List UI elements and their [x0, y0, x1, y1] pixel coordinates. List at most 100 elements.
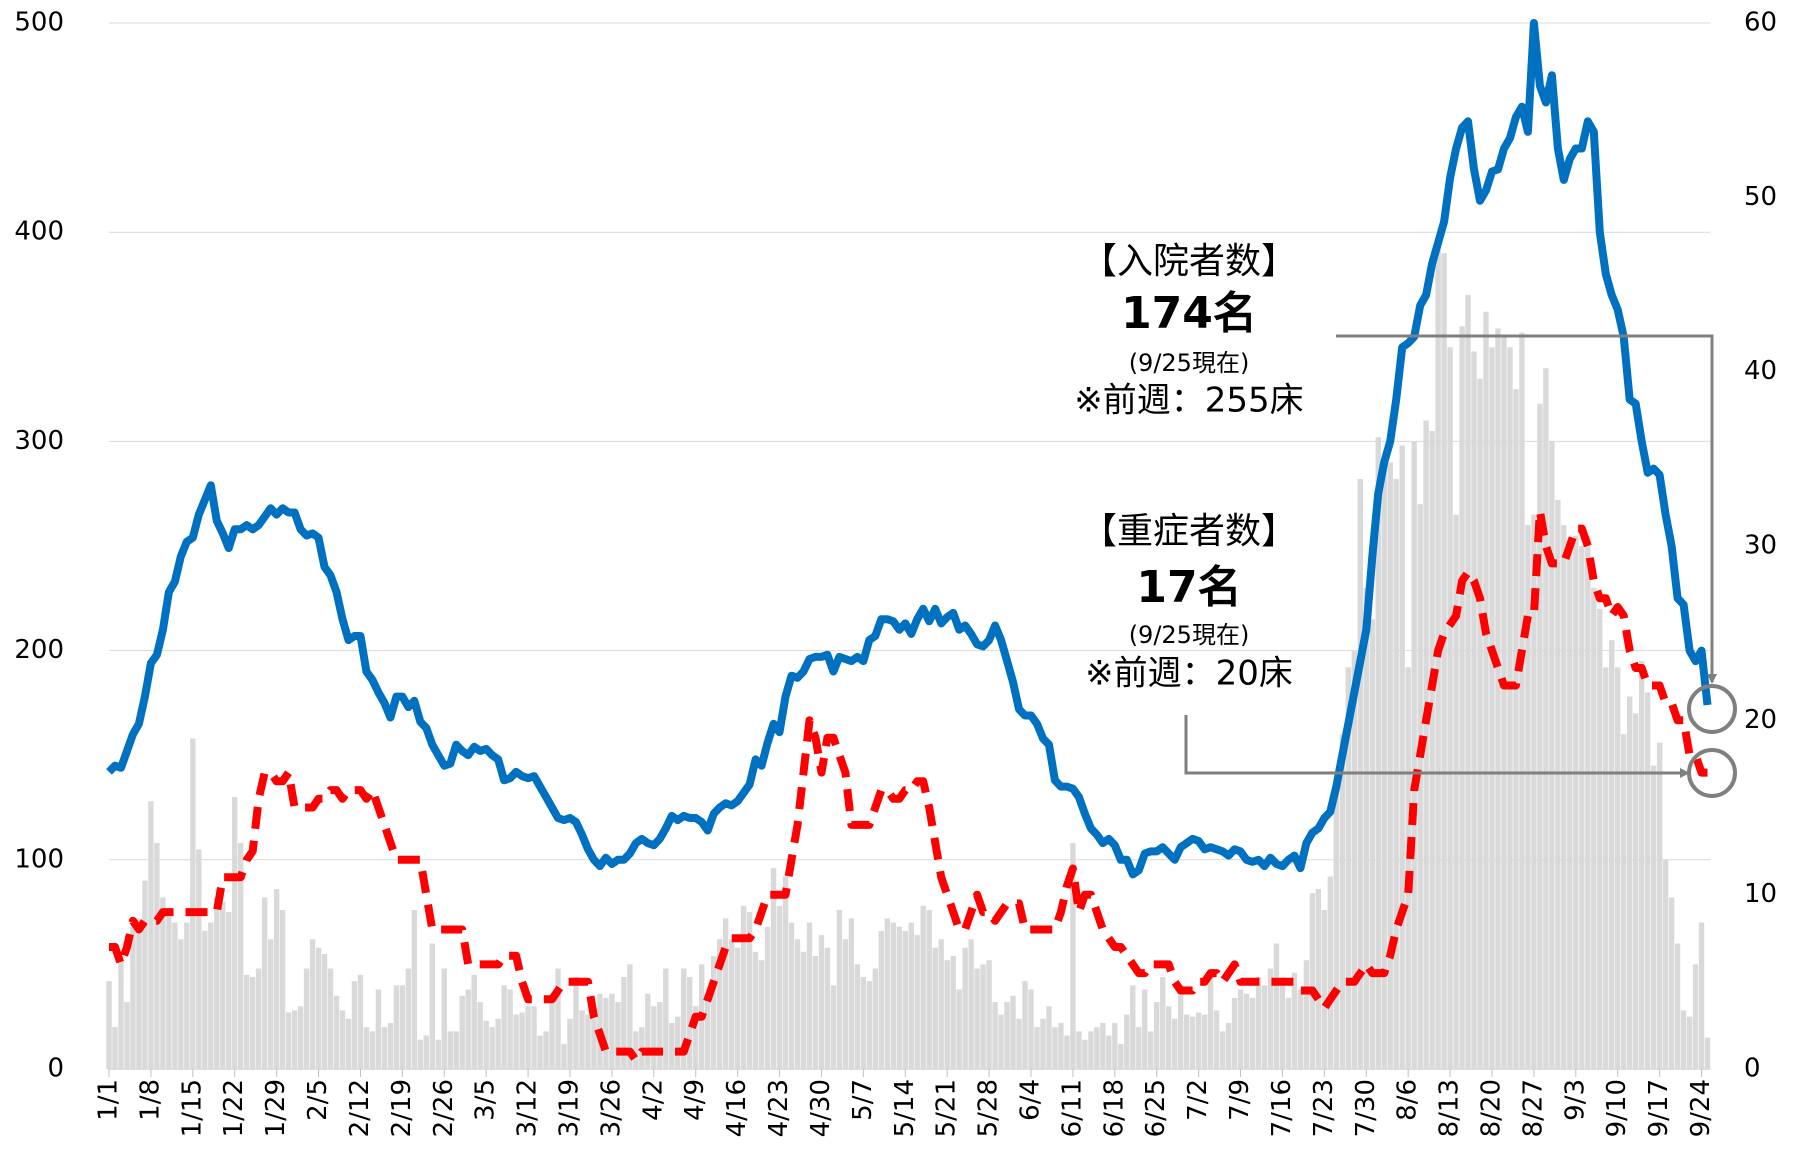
x-tick-label: 3/5	[471, 1079, 501, 1121]
bar	[645, 993, 651, 1069]
bar	[926, 910, 932, 1069]
bar	[130, 926, 136, 1069]
bar	[435, 1039, 441, 1069]
bar	[681, 968, 687, 1069]
bar	[812, 956, 819, 1069]
bar	[1579, 546, 1585, 1069]
bar	[1004, 1002, 1010, 1069]
bar	[776, 905, 783, 1069]
bar	[220, 901, 226, 1069]
bar	[1668, 897, 1675, 1069]
bar	[998, 1014, 1004, 1069]
connector	[1184, 715, 1690, 778]
bar	[495, 1018, 501, 1069]
x-tick-label: 7/23	[1309, 1079, 1339, 1137]
bar	[1231, 997, 1238, 1069]
bar	[1644, 692, 1651, 1069]
bar	[1549, 441, 1555, 1069]
bar	[842, 939, 849, 1069]
x-tick-label: 8/27	[1518, 1079, 1548, 1137]
bar	[1183, 1014, 1190, 1069]
bar	[1351, 650, 1357, 1069]
bar	[106, 981, 112, 1069]
bar	[519, 1012, 525, 1069]
bar	[848, 918, 855, 1069]
bar	[710, 956, 717, 1069]
bar	[507, 989, 513, 1069]
bar	[1674, 943, 1681, 1069]
y2-tick-label: 30	[1744, 531, 1777, 561]
bar	[1489, 347, 1495, 1069]
bar	[884, 918, 891, 1069]
x-tick-label: 2/19	[387, 1079, 417, 1137]
bar	[166, 912, 172, 1069]
bar	[339, 1010, 346, 1069]
x-tick-label: 5/21	[932, 1079, 962, 1137]
bar	[291, 1010, 298, 1069]
bar	[345, 1018, 352, 1069]
x-tick-label: 3/19	[554, 1079, 584, 1137]
bar	[1627, 696, 1633, 1069]
bar	[669, 1022, 675, 1069]
bar	[663, 968, 669, 1069]
bar	[1417, 504, 1423, 1069]
bar	[118, 960, 124, 1069]
bar	[1297, 989, 1304, 1069]
bar	[705, 993, 711, 1069]
bar	[393, 985, 400, 1069]
bar	[1225, 1022, 1232, 1069]
bar	[249, 976, 256, 1069]
bar	[1130, 985, 1136, 1069]
bar	[1621, 734, 1627, 1069]
bar	[561, 1043, 567, 1069]
bar	[1142, 989, 1148, 1069]
bar	[722, 918, 729, 1069]
bar	[627, 964, 633, 1069]
bar	[172, 922, 178, 1069]
bar	[1638, 661, 1645, 1069]
bar	[836, 910, 843, 1069]
bar	[573, 976, 579, 1069]
bar	[357, 974, 364, 1069]
bar	[1261, 985, 1268, 1069]
bar	[1136, 1027, 1142, 1069]
bar	[1237, 989, 1244, 1069]
bar	[1040, 1018, 1046, 1069]
bar	[914, 935, 920, 1069]
bar	[1058, 1022, 1064, 1069]
x-tick-label: 2/5	[303, 1079, 333, 1121]
bar	[860, 976, 867, 1069]
bar	[1213, 1010, 1220, 1069]
bar	[309, 939, 316, 1069]
bar	[609, 993, 615, 1069]
bar	[956, 989, 962, 1069]
bar	[351, 981, 358, 1069]
bar	[824, 947, 831, 1069]
bar	[872, 968, 879, 1069]
bar	[471, 974, 477, 1069]
bar	[321, 953, 328, 1069]
line	[109, 507, 1708, 1065]
bar	[944, 960, 950, 1069]
bar	[621, 976, 627, 1069]
bar	[232, 797, 238, 1069]
bar	[1285, 997, 1292, 1069]
bar	[1692, 964, 1699, 1069]
x-tick-label: 9/24	[1686, 1079, 1716, 1137]
x-tick-label: 5/28	[974, 1079, 1004, 1137]
bar	[1441, 253, 1447, 1069]
bar	[657, 1002, 663, 1069]
bar	[1698, 922, 1705, 1069]
y2-tick-label: 60	[1744, 8, 1777, 38]
bar	[1363, 587, 1369, 1069]
x-tick-label: 2/26	[429, 1079, 459, 1137]
bar	[794, 939, 801, 1069]
bar	[1124, 1014, 1130, 1069]
bar	[154, 843, 160, 1069]
bar	[1399, 445, 1405, 1070]
bar	[453, 1031, 459, 1069]
bar	[1189, 1016, 1196, 1069]
bar	[896, 926, 902, 1069]
x-tick-label: 9/17	[1644, 1079, 1674, 1137]
